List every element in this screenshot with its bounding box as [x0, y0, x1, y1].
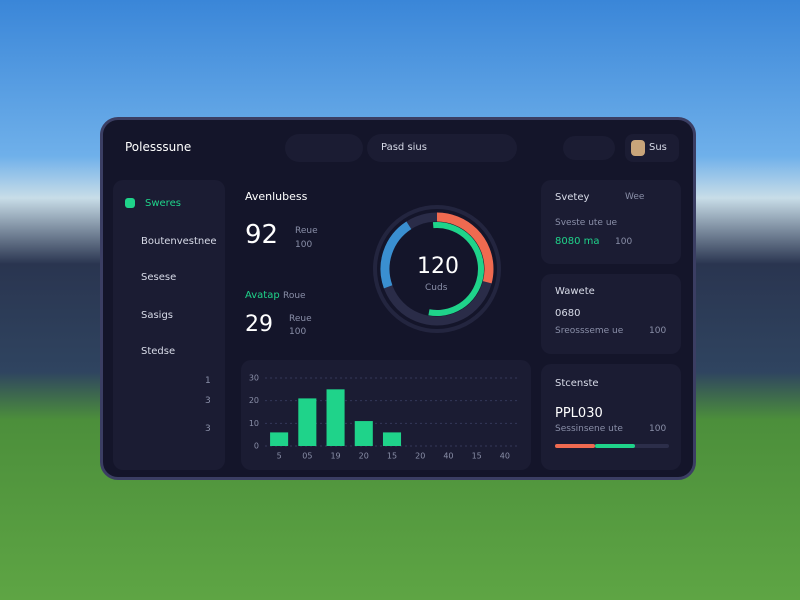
gauge-value: 120 [417, 254, 459, 279]
nav-item[interactable]: Stedse [141, 346, 176, 357]
x-tick-label: 19 [330, 452, 340, 461]
card: Svetey Wee Sveste ute ue 8080 ma 100 [541, 180, 681, 264]
stat-value: 92 [245, 220, 279, 250]
dashboard: Polesssune Pasd sius Sus Sweres Boutenve… [100, 117, 696, 480]
y-tick-label: 20 [249, 396, 259, 405]
tab[interactable] [285, 134, 363, 162]
card-line: Sessinsene ute [555, 424, 623, 434]
icon [125, 198, 135, 208]
stat-label: Reue [295, 226, 318, 236]
y-tick-label: 0 [254, 442, 259, 451]
y-tick-label: 30 [249, 374, 259, 383]
gauge-track [373, 205, 501, 333]
y-tick-label: 10 [249, 419, 259, 428]
nav-item[interactable]: Sweres [145, 198, 181, 209]
stat-label: Avatap [245, 290, 280, 301]
stat-sub: Reue [289, 314, 312, 324]
avatar [631, 140, 645, 156]
x-tick-label: 40 [500, 452, 510, 461]
stats-title: Avenlubess [245, 190, 308, 203]
x-tick-label: 15 [472, 452, 482, 461]
card-extra: 100 [649, 424, 667, 434]
user-name: Sus [649, 142, 667, 153]
x-tick-label: 20 [415, 452, 425, 461]
card: Wawete 0680 Sreossseme ue 100 [541, 274, 681, 354]
progress-segment [555, 444, 595, 448]
card-extra: 100 [649, 326, 667, 336]
card: Stcenste PPL030 Sessinsene ute 100 [541, 364, 681, 470]
card-value: PPL030 [555, 406, 603, 421]
gauge-arc [380, 212, 494, 326]
stat-value: 29 [245, 312, 273, 337]
gauge-arc [390, 222, 484, 316]
x-tick-label: 40 [443, 452, 453, 461]
count: 1 [205, 376, 211, 386]
x-tick-label: 05 [302, 452, 312, 461]
bar [270, 432, 289, 446]
card-line: Sveste ute ue [555, 218, 618, 228]
card-line: Sreossseme ue [555, 326, 624, 336]
app-title: Polesssune [125, 140, 192, 154]
search-box[interactable]: Pasd sius [367, 134, 517, 162]
nav-item[interactable]: Sesese [141, 272, 177, 283]
stat-sub: 100 [295, 240, 313, 250]
search-text: Pasd sius [381, 142, 427, 153]
card-value: 0680 [555, 308, 581, 319]
count: 3 [205, 424, 211, 434]
x-tick-label: 5 [277, 452, 282, 461]
card-title: Svetey [555, 192, 590, 203]
x-tick-label: 20 [359, 452, 369, 461]
bar [326, 389, 345, 446]
count: 3 [205, 396, 211, 406]
card-title: Stcenste [555, 378, 599, 389]
bar [354, 421, 373, 446]
gauge-arc [380, 212, 494, 326]
stat-sub: 100 [289, 327, 307, 337]
sidebar: Sweres Boutenvestnee Sesese Sasigs Steds… [113, 180, 225, 470]
toggle[interactable] [563, 136, 615, 160]
stat-label: Roue [283, 291, 306, 301]
nav-item[interactable]: Sasigs [141, 310, 174, 321]
bar [298, 398, 317, 446]
progress-segment [595, 444, 635, 448]
gauge-label: Cuds [425, 283, 448, 293]
bar [382, 432, 402, 446]
nav-item[interactable]: Boutenvestnee [141, 236, 217, 247]
card-title: Wawete [555, 286, 595, 297]
user-menu[interactable]: Sus [625, 134, 679, 162]
card-tag: Wee [625, 192, 645, 202]
card-extra: 100 [615, 237, 633, 247]
x-tick-label: 15 [387, 452, 397, 461]
card-stat: 8080 ma [555, 236, 600, 247]
bar-chart: 0 10 20 30 5 05 19 20 15 20 40 15 40 [249, 374, 519, 461]
gauge [373, 205, 501, 333]
